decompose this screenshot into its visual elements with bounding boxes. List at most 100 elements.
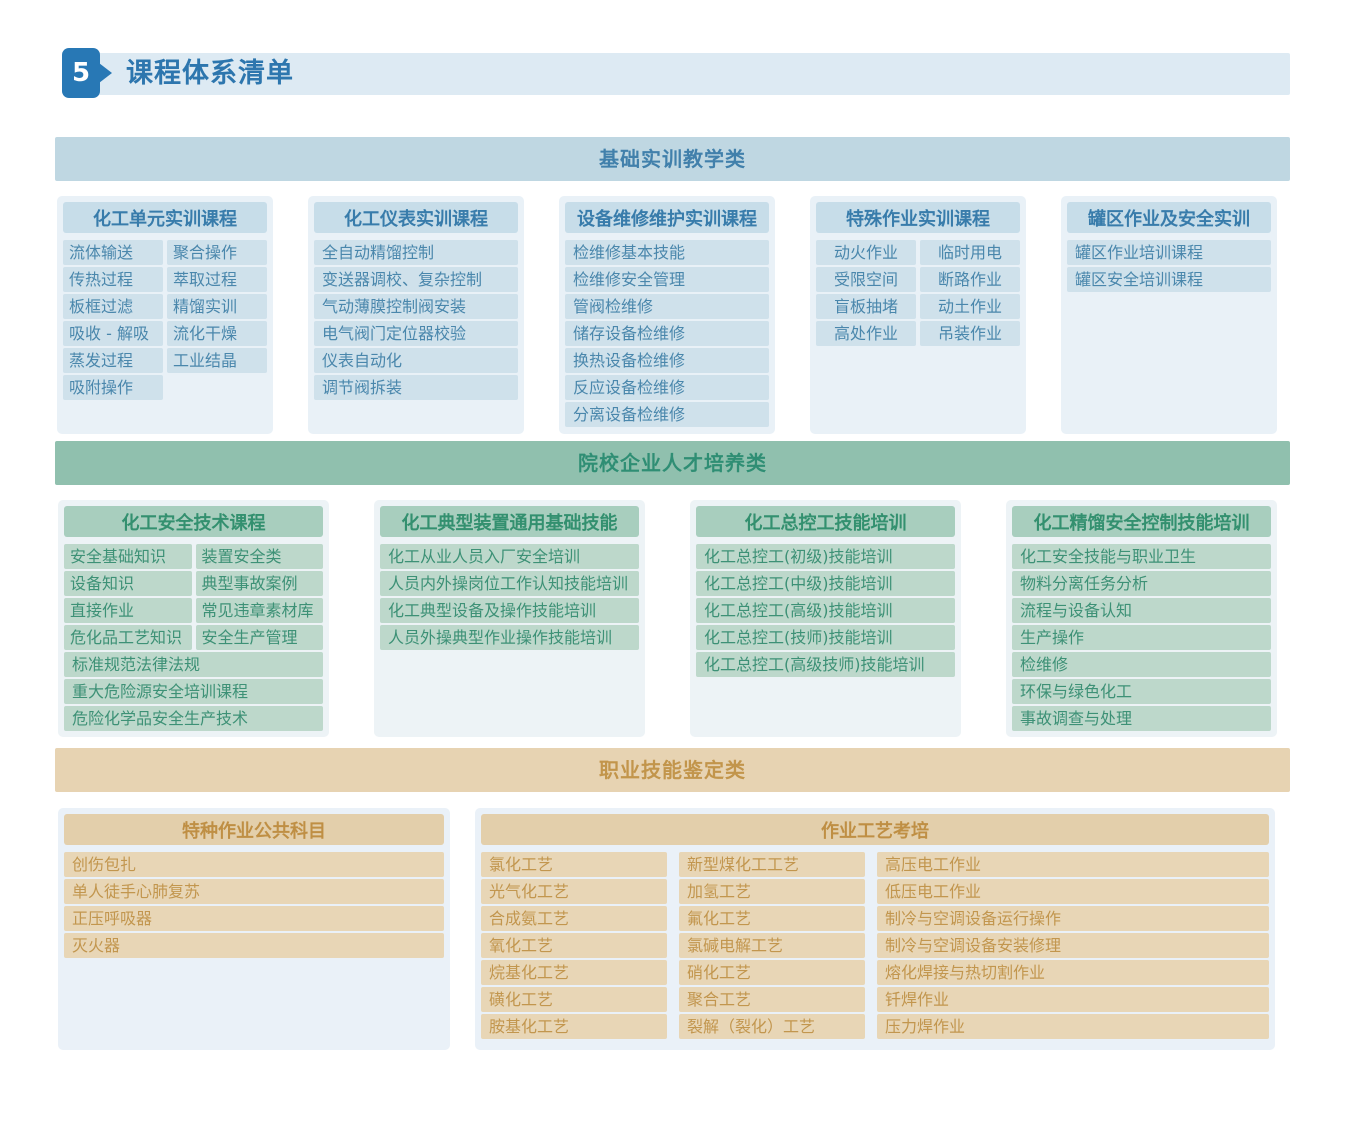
panel-化工安全技术课程: 化工安全技术课程 安全基础知识 装置安全类 设备知识 典型事故案例 直接作业 常见违章素材库… — [58, 500, 329, 737]
panel-header: 特种作业公共科目 — [64, 814, 444, 845]
course-item-cell: 化工总控工(初级)技能培训 — [696, 544, 955, 569]
skill-appraisal-panels: 特种作业公共科目 创伤包扎 单人徒手心肺复苏 正压呼吸器 灭火器 作业工艺考培 氯化工艺 光气… — [58, 808, 1275, 1050]
course-item-cell: 危险化学品安全生产技术 — [64, 706, 323, 731]
course-item-cell: 检维修基本技能 — [565, 240, 769, 265]
item-column: 氯化工艺 光气化工艺 合成氨工艺 氧化工艺 烷基化工艺 磺化工艺 胺基化工艺 — [481, 852, 667, 1039]
course-item-cell: 罐区作业培训课程 — [1067, 240, 1271, 265]
course-item-cell: 胺基化工艺 — [481, 1014, 667, 1039]
course-item-cell: 动火作业 — [816, 240, 916, 265]
section-skill-appraisal: 职业技能鉴定类 特种作业公共科目 创伤包扎 单人徒手心肺复苏 正压呼吸器 灭火器 作业工艺考… — [55, 748, 1290, 1050]
course-item-cell: 化工从业人员入厂安全培训 — [380, 544, 639, 569]
course-item-cell: 熔化焊接与热切割作业 — [877, 960, 1269, 985]
course-item-cell: 化工安全技能与职业卫生 — [1012, 544, 1271, 569]
panel-header: 设备维修维护实训课程 — [565, 202, 769, 233]
panel-化工精馏安全控制技能培训: 化工精馏安全控制技能培训 化工安全技能与职业卫生 物料分离任务分析 流程与设备认知 生产… — [1006, 500, 1277, 737]
course-item-cell: 人员外操典型作业操作技能培训 — [380, 625, 639, 650]
course-item-cell: 蒸发过程 — [63, 348, 163, 373]
course-item-cell: 吊装作业 — [920, 321, 1020, 346]
skill-appraisal-banner: 职业技能鉴定类 — [55, 748, 1290, 792]
panel-化工典型装置通用基础技能: 化工典型装置通用基础技能 化工从业人员入厂安全培训 人员内外操岗位工作认知技能培训化… — [374, 500, 645, 737]
course-item-cell: 直接作业 — [64, 598, 192, 623]
course-item-cell: 光气化工艺 — [481, 879, 667, 904]
course-item-cell: 标准规范法律法规 — [64, 652, 323, 677]
section-number-badge: 5 — [62, 48, 100, 98]
course-item-cell: 钎焊作业 — [877, 987, 1269, 1012]
course-item-cell: 气动薄膜控制阀安装 — [314, 294, 518, 319]
page-title: 课程体系清单 — [126, 58, 294, 89]
panel-罐区作业及安全实训: 罐区作业及安全实训罐区作业培训课程 罐区安全培训课程 — [1061, 196, 1277, 434]
course-item-cell: 灭火器 — [64, 933, 444, 958]
panel-header: 罐区作业及安全实训 — [1067, 202, 1271, 233]
course-item-cell: 氯碱电解工艺 — [679, 933, 865, 958]
course-item-cell: 重大危险源安全培训课程 — [64, 679, 323, 704]
panel-化工单元实训课程: 化工单元实训课程 流体输送 聚合操作 传热过程 萃取过程 板框过滤 精馏实训 吸收 - 解吸流… — [57, 196, 273, 434]
course-item-cell: 临时用电 — [920, 240, 1020, 265]
basic-training-banner: 基础实训教学类 — [55, 137, 1290, 181]
course-item-cell: 调节阀拆装 — [314, 375, 518, 400]
course-item-cell: 管阀检维修 — [565, 294, 769, 319]
panel-header: 化工仪表实训课程 — [314, 202, 518, 233]
item-grid: 动火作业 临时用电 受限空间 断路作业 盲板抽堵 动土作业 高处作业 吊装作业 — [816, 240, 1020, 346]
item-list: 全自动精馏控制 变送器调校、复杂控制 气动薄膜控制阀安装 电气阀门定位器校验 仪表自动化… — [314, 240, 518, 400]
course-item-cell: 罐区安全培训课程 — [1067, 267, 1271, 292]
course-item-cell: 氯化工艺 — [481, 852, 667, 877]
course-item-cell: 烷基化工艺 — [481, 960, 667, 985]
course-item-cell: 安全生产管理 — [195, 625, 323, 650]
item-columns: 氯化工艺 光气化工艺 合成氨工艺 氧化工艺 烷基化工艺 磺化工艺 胺基化工艺 新型煤化工工艺加… — [481, 852, 1269, 1039]
course-item-cell: 高压电工作业 — [877, 852, 1269, 877]
course-item-cell: 受限空间 — [816, 267, 916, 292]
header-bar — [78, 53, 1290, 95]
course-item-cell: 仪表自动化 — [314, 348, 518, 373]
panel-header: 作业工艺考培 — [481, 814, 1269, 845]
course-item-cell: 检维修安全管理 — [565, 267, 769, 292]
panel-特种作业公共科目: 特种作业公共科目创伤包扎 单人徒手心肺复苏 正压呼吸器 灭火器 — [58, 808, 450, 1050]
course-item-cell: 安全基础知识 — [64, 544, 192, 569]
panel-header: 化工单元实训课程 — [63, 202, 267, 233]
panel-化工总控工技能培训: 化工总控工技能培训 化工总控工(初级)技能培训 化工总控工(中级)技能培训 化工总控工… — [690, 500, 961, 737]
course-item-cell: 正压呼吸器 — [64, 906, 444, 931]
course-item-cell: 化工总控工(中级)技能培训 — [696, 571, 955, 596]
course-item-cell: 化工典型设备及操作技能培训 — [380, 598, 639, 623]
course-item-cell: 裂解（裂化）工艺 — [679, 1014, 865, 1039]
course-item-cell: 工业结晶 — [167, 348, 267, 373]
course-item-cell: 动土作业 — [920, 294, 1020, 319]
course-item-cell: 人员内外操岗位工作认知技能培训 — [380, 571, 639, 596]
talent-cultivation-banner: 院校企业人才培养类 — [55, 441, 1290, 485]
course-item-cell: 环保与绿色化工 — [1012, 679, 1271, 704]
course-item-cell: 聚合工艺 — [679, 987, 865, 1012]
course-item-cell: 换热设备检维修 — [565, 348, 769, 373]
course-item-cell: 危化品工艺知识 — [64, 625, 192, 650]
item-list: 检维修基本技能 检维修安全管理 管阀检维修 储存设备检维修 换热设备检维修 反应设备检维修… — [565, 240, 769, 427]
course-item-cell: 化工总控工(技师)技能培训 — [696, 625, 955, 650]
course-item-cell: 新型煤化工工艺 — [679, 852, 865, 877]
panel-设备维修维护实训课程: 设备维修维护实训课程检维修基本技能 检维修安全管理 管阀检维修 储存设备检维修 换热设备… — [559, 196, 775, 434]
page: { "page": { "badge": "5", "title": "课程体系… — [0, 48, 1351, 1137]
panel-作业工艺考培: 作业工艺考培氯化工艺 光气化工艺 合成氨工艺 氧化工艺 烷基化工艺 磺化工艺 胺基化工艺 新型… — [475, 808, 1275, 1050]
course-item-cell: 事故调查与处理 — [1012, 706, 1271, 731]
course-item-cell: 吸收 - 解吸 — [63, 321, 163, 346]
course-item-cell: 化工总控工(高级)技能培训 — [696, 598, 955, 623]
course-item-cell: 高处作业 — [816, 321, 916, 346]
course-item-cell: 硝化工艺 — [679, 960, 865, 985]
course-item-cell: 盲板抽堵 — [816, 294, 916, 319]
panel-特殊作业实训课程: 特殊作业实训课程 动火作业 临时用电 受限空间 断路作业 盲板抽堵 动土作业 高处作业 吊装作业 — [810, 196, 1026, 434]
course-item-cell: 精馏实训 — [167, 294, 267, 319]
course-item-cell: 全自动精馏控制 — [314, 240, 518, 265]
item-column: 高压电工作业 低压电工作业 制冷与空调设备运行操作 制冷与空调设备安装修理 熔化焊接与热… — [877, 852, 1269, 1039]
course-item-cell: 断路作业 — [920, 267, 1020, 292]
panel-化工仪表实训课程: 化工仪表实训课程全自动精馏控制 变送器调校、复杂控制 气动薄膜控制阀安装 电气阀门定位… — [308, 196, 524, 434]
course-item-cell: 吸附操作 — [63, 375, 163, 400]
course-item-cell: 加氢工艺 — [679, 879, 865, 904]
course-item-cell: 萃取过程 — [167, 267, 267, 292]
course-item-cell: 氧化工艺 — [481, 933, 667, 958]
course-item-cell: 制冷与空调设备安装修理 — [877, 933, 1269, 958]
item-list: 化工总控工(初级)技能培训 化工总控工(中级)技能培训 化工总控工(高级)技能培训化… — [696, 544, 955, 677]
course-item-cell: 传热过程 — [63, 267, 163, 292]
course-item-cell: 制冷与空调设备运行操作 — [877, 906, 1269, 931]
item-list: 标准规范法律法规 重大危险源安全培训课程 危险化学品安全生产技术 — [64, 652, 323, 731]
course-item-cell: 变送器调校、复杂控制 — [314, 267, 518, 292]
course-item-cell: 低压电工作业 — [877, 879, 1269, 904]
course-item-cell: 设备知识 — [64, 571, 192, 596]
course-item-cell: 单人徒手心肺复苏 — [64, 879, 444, 904]
item-list: 创伤包扎 单人徒手心肺复苏 正压呼吸器 灭火器 — [64, 852, 444, 958]
